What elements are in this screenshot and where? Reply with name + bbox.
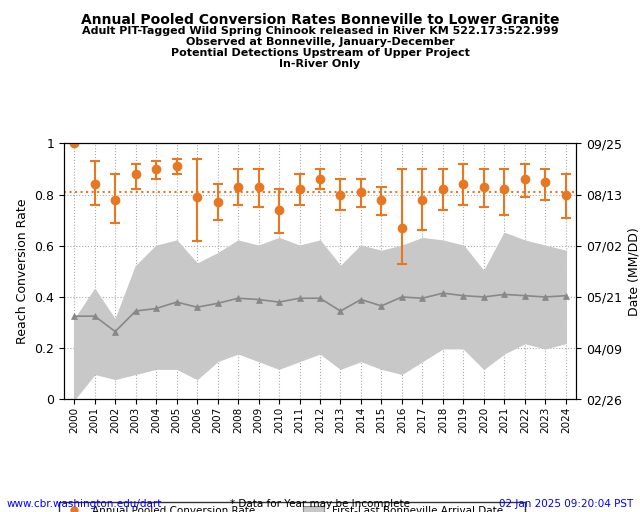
Text: In-River Only: In-River Only [280, 59, 360, 70]
Legend: Annual Pooled Conversion Rate, Annual Bonneville Wt Avg Arrival Date, 95% CI, Fi: Annual Pooled Conversion Rate, Annual Bo… [59, 502, 525, 512]
Y-axis label: Date (MM/DD): Date (MM/DD) [627, 227, 640, 316]
Text: Potential Detections Upstream of Upper Project: Potential Detections Upstream of Upper P… [171, 48, 469, 58]
Text: 02 Jan 2025 09:20:04 PST: 02 Jan 2025 09:20:04 PST [499, 499, 634, 509]
Text: * Data for Year may be Incomplete: * Data for Year may be Incomplete [230, 499, 410, 509]
Text: www.cbr.washington.edu/dart: www.cbr.washington.edu/dart [6, 499, 162, 509]
Text: Observed at Bonneville, January-December: Observed at Bonneville, January-December [186, 37, 454, 47]
Text: Annual Pooled Conversion Rates Bonneville to Lower Granite: Annual Pooled Conversion Rates Bonnevill… [81, 13, 559, 27]
Y-axis label: Reach Conversion Rate: Reach Conversion Rate [16, 199, 29, 344]
Text: Adult PIT-Tagged Wild Spring Chinook released in River KM 522.173:522.999: Adult PIT-Tagged Wild Spring Chinook rel… [82, 26, 558, 36]
